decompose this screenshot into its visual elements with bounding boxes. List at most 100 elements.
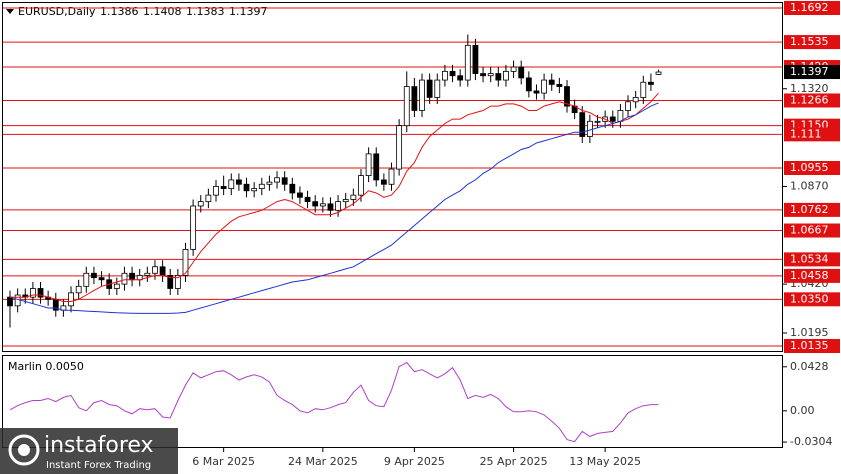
indicator-label: Marlin 0.0050 (8, 360, 84, 373)
candle-body (144, 272, 151, 276)
level-label-box (784, 223, 840, 238)
candle-body (167, 275, 174, 289)
level-label: 1.1535 (790, 35, 829, 48)
candle-body (152, 266, 158, 274)
candle-body (220, 186, 227, 190)
candle-body (327, 203, 334, 211)
watermark-tagline: Instant Forex Trading (46, 460, 151, 471)
level-label: 1.0534 (790, 252, 829, 265)
candle-body (205, 194, 212, 203)
level-label-box (784, 339, 840, 354)
candle-body (197, 201, 204, 207)
level-label-box (784, 0, 840, 15)
ind-tick-label: 0.00 (790, 404, 815, 417)
candle-body (586, 120, 593, 137)
candle-body (510, 66, 517, 72)
candle-body (228, 179, 235, 190)
candle-body (281, 177, 288, 185)
candle-body (632, 97, 639, 103)
level-label: 1.0955 (790, 161, 829, 174)
candle-body (541, 79, 547, 94)
chart-title: EURUSD,Daily (18, 5, 96, 18)
candle-body (289, 183, 296, 194)
candle-body (7, 296, 13, 307)
candle-body (625, 101, 631, 111)
level-label-box (784, 252, 840, 267)
candle-body (182, 249, 189, 276)
candle-body (335, 201, 341, 211)
candle-body (68, 292, 74, 307)
ind-tick-label: 0.0428 (790, 360, 829, 373)
menu-triangle (6, 9, 14, 14)
candle-body (159, 266, 166, 276)
candle-body (648, 81, 654, 85)
level-label-box (784, 268, 840, 283)
indicator-panel (2, 355, 783, 448)
x-tick-label: 6 Mar 2025 (192, 455, 255, 468)
candle-body (258, 183, 265, 190)
level-label: 1.0458 (790, 269, 829, 282)
y-tick-label: 1.1320 (790, 82, 829, 95)
candle-body (564, 86, 570, 107)
level-label: 1.1692 (790, 1, 829, 14)
candle-body (556, 84, 563, 87)
candle-body (350, 194, 357, 200)
candle-body (579, 112, 586, 137)
candle-body (91, 272, 97, 279)
header-open: 1.1386 (100, 5, 139, 18)
header-high: 1.1408 (143, 5, 182, 18)
watermark: instaforex Instant Forex Trading (0, 428, 178, 474)
level-label: 1.0762 (790, 203, 829, 216)
candle-body (312, 201, 319, 207)
candle-body (129, 272, 135, 281)
watermark-logo-core (18, 444, 30, 456)
level-label-box (784, 93, 840, 108)
candle-body (29, 288, 36, 298)
ind-tick-label: -0.0304 (790, 435, 832, 448)
candle-body (342, 199, 349, 203)
watermark-brand: instaforex (44, 433, 154, 458)
candle-body (190, 205, 197, 250)
candle-body (213, 186, 219, 196)
candle-body (403, 86, 410, 127)
y-tick-label: 1.0195 (790, 326, 829, 339)
candle-body (251, 188, 258, 192)
level-label: 1.0667 (790, 224, 829, 237)
candle-body (503, 70, 509, 81)
candle-body (274, 177, 280, 183)
candle-body (594, 120, 601, 123)
watermark-logo (8, 434, 40, 466)
candle-body (14, 294, 21, 307)
candle-body (419, 79, 425, 111)
level-label: 1.0350 (790, 292, 829, 305)
candle-body (518, 66, 525, 79)
candle-body (388, 168, 395, 185)
level-label: 1.1266 (790, 93, 829, 106)
candle-body (442, 70, 448, 81)
candle-body (464, 44, 471, 81)
candle-body (113, 283, 120, 289)
candle-body (548, 79, 555, 85)
candle-body (358, 175, 364, 196)
level-label: 1.0135 (790, 339, 829, 352)
indicator-line (9, 361, 659, 443)
candle-body (83, 272, 90, 287)
candle-body (304, 196, 311, 203)
candle-body (373, 153, 380, 181)
header-close: 1.1397 (229, 5, 268, 18)
candle-body (411, 86, 418, 111)
candle-body (121, 272, 128, 285)
candle-body (266, 181, 273, 185)
candle-body (396, 125, 403, 170)
header-low: 1.1383 (186, 5, 225, 18)
candle-body (533, 90, 540, 94)
x-tick-label: 24 Mar 2025 (288, 455, 358, 468)
candle-body (472, 44, 479, 74)
candle-body (380, 179, 387, 185)
level-label: 1.111 (790, 127, 822, 140)
candle-body (297, 192, 303, 198)
candle-body (487, 73, 494, 77)
level-label-box (784, 127, 840, 142)
candle-body (640, 81, 647, 98)
